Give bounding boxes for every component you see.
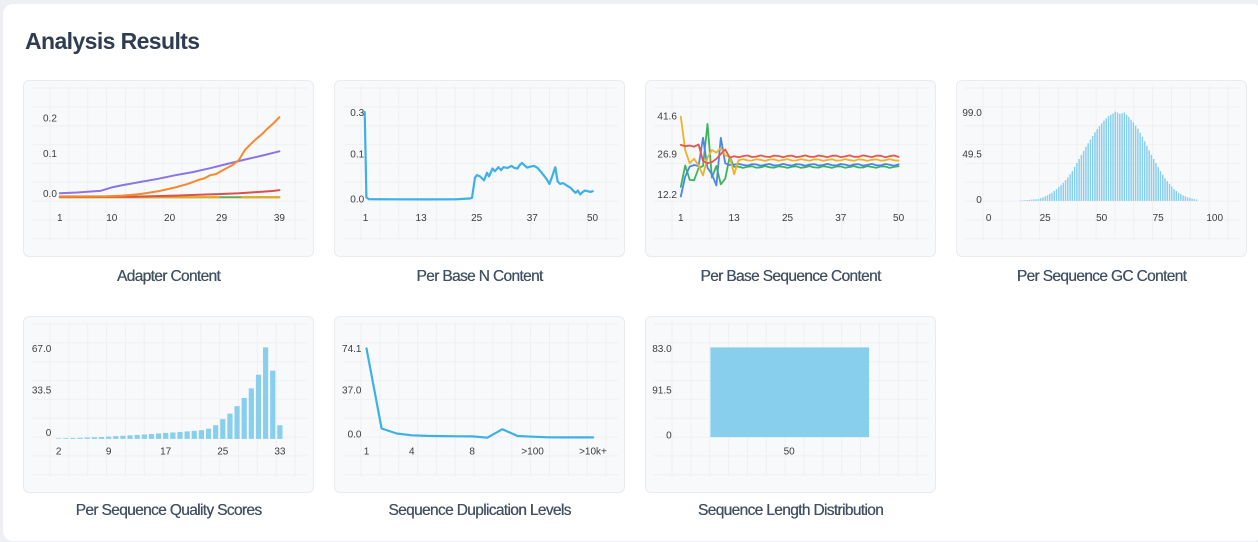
svg-text:25: 25 bbox=[1039, 213, 1051, 224]
svg-text:0.0: 0.0 bbox=[350, 195, 364, 206]
svg-text:12.2: 12.2 bbox=[657, 190, 677, 201]
svg-text:4: 4 bbox=[409, 447, 415, 458]
svg-text:91.5: 91.5 bbox=[652, 385, 672, 396]
svg-text:75: 75 bbox=[1152, 213, 1164, 224]
svg-text:0: 0 bbox=[666, 431, 672, 442]
svg-text:37: 37 bbox=[835, 213, 847, 224]
svg-text:0.0: 0.0 bbox=[42, 189, 56, 200]
svg-text:13: 13 bbox=[415, 213, 427, 224]
svg-text:0.1: 0.1 bbox=[350, 149, 364, 160]
svg-text:>100: >100 bbox=[521, 447, 544, 458]
svg-text:8: 8 bbox=[469, 447, 475, 458]
svg-text:83.0: 83.0 bbox=[652, 344, 672, 355]
svg-text:0: 0 bbox=[985, 213, 991, 224]
svg-text:74.1: 74.1 bbox=[342, 344, 362, 355]
svg-text:2: 2 bbox=[55, 447, 61, 458]
svg-text:25: 25 bbox=[471, 213, 483, 224]
svg-text:39: 39 bbox=[273, 213, 285, 224]
svg-text:0: 0 bbox=[45, 428, 51, 439]
svg-text:41.6: 41.6 bbox=[657, 111, 677, 122]
svg-text:0.1: 0.1 bbox=[42, 149, 56, 160]
svg-text:50: 50 bbox=[893, 213, 905, 224]
svg-text:>10k+: >10k+ bbox=[579, 447, 607, 458]
svg-text:1: 1 bbox=[678, 213, 684, 224]
svg-text:29: 29 bbox=[216, 213, 228, 224]
svg-text:37.0: 37.0 bbox=[342, 385, 362, 396]
svg-text:25: 25 bbox=[217, 447, 229, 458]
svg-text:25: 25 bbox=[781, 213, 793, 224]
svg-text:0.2: 0.2 bbox=[42, 113, 56, 124]
svg-text:26.9: 26.9 bbox=[657, 149, 677, 160]
svg-text:100: 100 bbox=[1206, 213, 1223, 224]
svg-text:0.0: 0.0 bbox=[347, 430, 361, 441]
svg-text:67.0: 67.0 bbox=[31, 344, 51, 355]
svg-text:1: 1 bbox=[57, 213, 63, 224]
svg-text:50: 50 bbox=[586, 213, 598, 224]
svg-text:49.5: 49.5 bbox=[962, 149, 982, 160]
svg-text:13: 13 bbox=[728, 213, 740, 224]
svg-text:9: 9 bbox=[105, 447, 111, 458]
svg-text:50: 50 bbox=[1096, 213, 1108, 224]
svg-text:0: 0 bbox=[976, 195, 982, 206]
svg-text:50: 50 bbox=[783, 447, 795, 458]
svg-text:0.3: 0.3 bbox=[350, 108, 364, 119]
svg-text:33: 33 bbox=[274, 447, 286, 458]
svg-text:33.5: 33.5 bbox=[31, 385, 51, 396]
svg-text:17: 17 bbox=[160, 447, 172, 458]
svg-text:1: 1 bbox=[362, 213, 368, 224]
svg-text:99.0: 99.0 bbox=[962, 108, 982, 119]
svg-text:37: 37 bbox=[526, 213, 538, 224]
svg-text:10: 10 bbox=[106, 213, 118, 224]
svg-text:20: 20 bbox=[164, 213, 176, 224]
svg-text:1: 1 bbox=[363, 447, 369, 458]
